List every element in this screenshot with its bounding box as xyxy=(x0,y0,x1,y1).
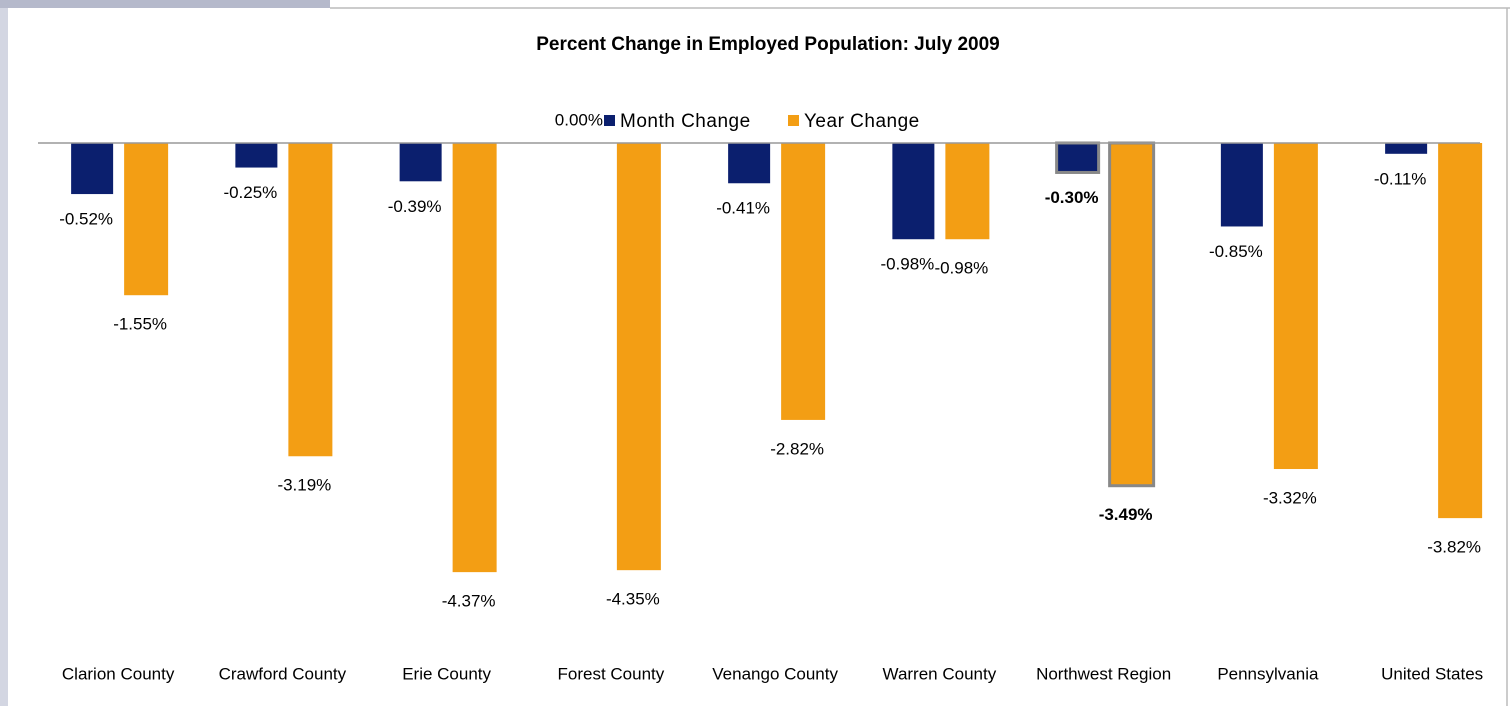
x-tick-label: Venango County xyxy=(712,664,838,683)
data-label: -3.32% xyxy=(1263,489,1317,508)
x-tick-label: Pennsylvania xyxy=(1217,664,1319,683)
x-tick-label: Clarion County xyxy=(62,664,175,683)
x-tick-label: Warren County xyxy=(883,664,997,683)
data-label: -3.49% xyxy=(1099,505,1153,524)
data-label: -0.98% xyxy=(880,255,934,274)
data-label: -0.39% xyxy=(388,197,442,216)
legend-label: Year Change xyxy=(804,111,920,132)
data-label: -0.30% xyxy=(1045,188,1099,207)
x-tick-label: Erie County xyxy=(402,664,491,683)
bar xyxy=(1438,143,1483,519)
bar xyxy=(945,143,990,240)
legend-swatch xyxy=(604,115,615,126)
bar xyxy=(728,143,771,184)
x-tick-label: Forest County xyxy=(557,664,664,683)
legend-label: Month Change xyxy=(620,111,751,132)
top-block xyxy=(0,0,330,8)
bar xyxy=(781,143,826,420)
data-label: -0.98% xyxy=(934,259,988,278)
data-label: 0.00% xyxy=(555,110,603,129)
x-tick-label: Crawford County xyxy=(219,664,347,683)
bar xyxy=(124,143,169,296)
bar xyxy=(1055,141,1101,174)
data-label: -0.25% xyxy=(223,183,277,202)
bar xyxy=(399,143,442,182)
bar xyxy=(1273,143,1318,470)
bar xyxy=(71,143,114,195)
data-label: -3.82% xyxy=(1427,538,1481,557)
bar xyxy=(616,143,661,571)
bar xyxy=(1108,141,1156,488)
data-label: -1.55% xyxy=(113,315,167,334)
side-strip xyxy=(0,0,8,706)
data-label: -0.41% xyxy=(716,199,770,218)
bar xyxy=(235,143,278,168)
data-label: -2.82% xyxy=(770,439,824,458)
bar xyxy=(288,143,333,457)
data-label: -0.85% xyxy=(1209,242,1263,261)
bar xyxy=(1385,143,1428,154)
bar xyxy=(452,143,497,573)
x-tick-label: United States xyxy=(1381,664,1483,683)
data-label: -0.52% xyxy=(59,210,113,229)
x-tick-label: Northwest Region xyxy=(1036,664,1171,683)
data-label: -0.11% xyxy=(1374,169,1427,188)
chart-title: Percent Change in Employed Population: J… xyxy=(536,34,1000,55)
data-label: -4.35% xyxy=(606,590,660,609)
data-label: -3.19% xyxy=(277,476,331,495)
data-label: -4.37% xyxy=(442,592,496,611)
legend-swatch xyxy=(788,115,799,126)
bar xyxy=(892,143,935,240)
bar xyxy=(1220,143,1263,227)
